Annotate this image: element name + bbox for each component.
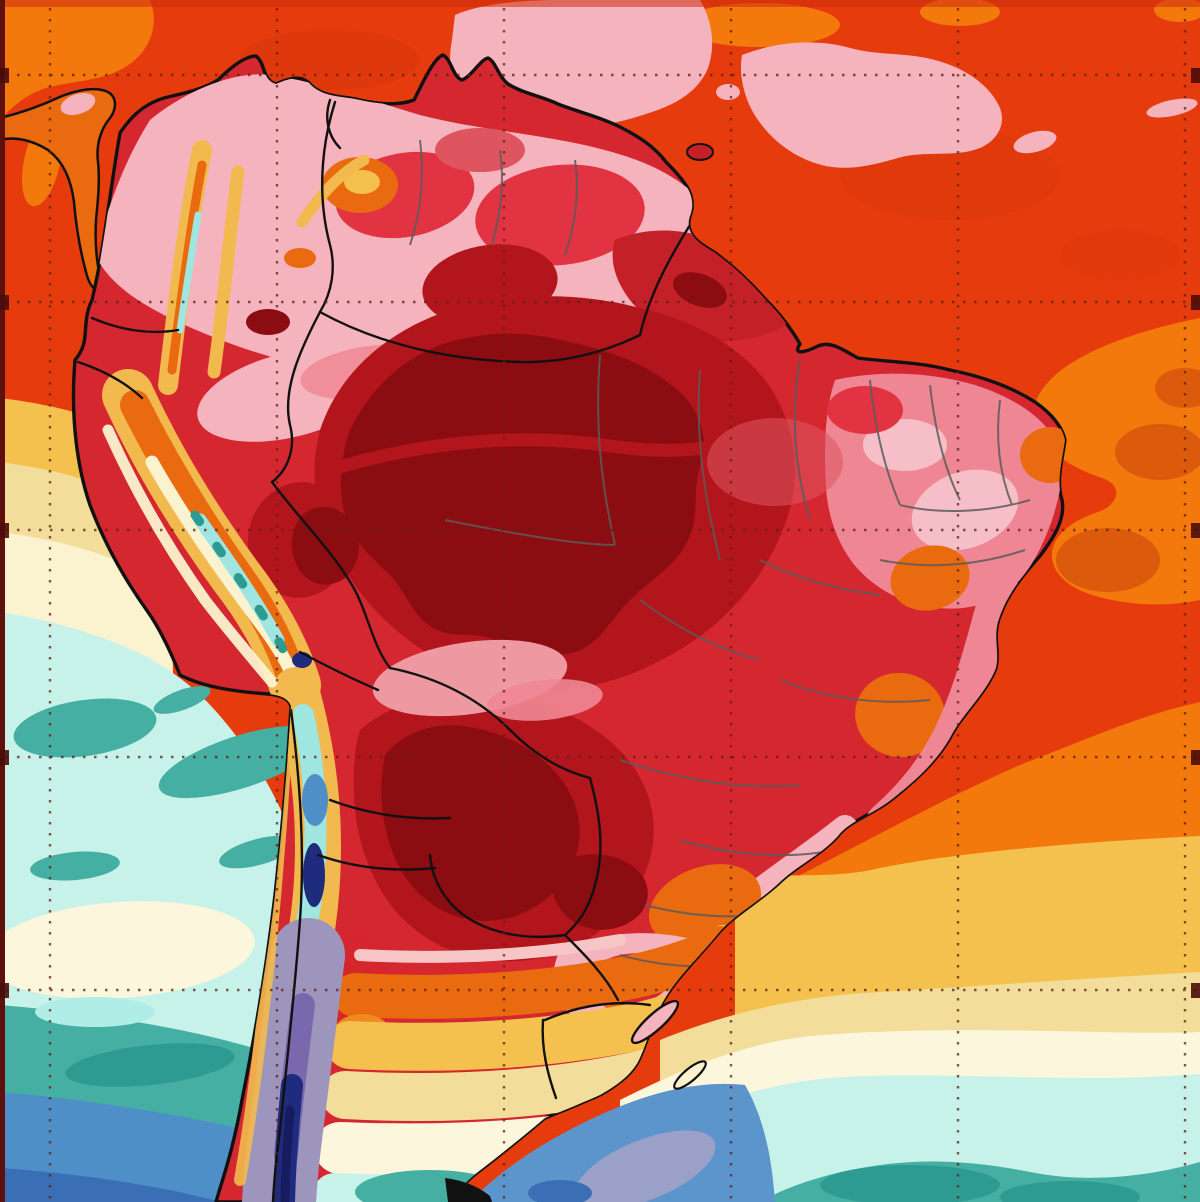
central-america [0, 87, 117, 291]
andes-dark-navy-streak [280, 1105, 295, 1202]
teal-blob [219, 835, 297, 869]
pantanal-rose [487, 679, 603, 721]
sst-wash [1060, 230, 1180, 280]
argentina-orange-band [333, 926, 742, 1019]
andes-gold-north2 [207, 165, 245, 379]
andes-blue-spot [302, 774, 328, 826]
andes-orange-north [167, 160, 207, 375]
amazon-river-corridor [323, 433, 747, 477]
tick-label-fragment-right [1191, 523, 1200, 538]
lagoa-mirim [673, 1060, 707, 1090]
amazon-heat-core [340, 333, 704, 655]
colombia-gold-core [344, 170, 380, 194]
parana-delta [445, 1178, 492, 1202]
trinidad-island [686, 143, 714, 161]
peru-coast-cream [102, 424, 278, 688]
northeast-red-patch [827, 386, 903, 434]
tick-label-fragment-left [0, 750, 9, 765]
state-borders [409, 139, 1031, 968]
tick-label-fragment-left [0, 523, 9, 538]
top-edge-strip [0, 0, 1200, 7]
light-cyan-hole [35, 997, 155, 1027]
northeast-orange-patch [855, 672, 945, 758]
northeast-orange-patch [890, 545, 970, 611]
central-america-pink-tip [60, 92, 96, 116]
venezuela-red-patch [435, 128, 525, 172]
tick-label-fragment-right [1191, 295, 1200, 310]
dark-teal-blob [1000, 1181, 1140, 1202]
teal-blob [158, 725, 322, 799]
mid-blue-region [0, 1168, 222, 1202]
teal-blob [30, 851, 120, 881]
tick-label-fragment-left [0, 68, 9, 83]
estuary-mid-blue [528, 1180, 592, 1202]
sst-patch [680, 3, 840, 47]
dark-teal-blob [65, 1043, 235, 1087]
coastal-details [445, 143, 714, 1202]
dark-teal-blob [820, 1165, 1000, 1202]
tick-label-fragment-right [1191, 983, 1200, 998]
guyana-maroon-spot [673, 272, 727, 308]
ivory-blob [0, 901, 255, 999]
deep-orange-spot [1056, 528, 1160, 592]
sst-wash [240, 30, 420, 90]
andes-cyan-sliver [176, 211, 202, 334]
deep-orange-spot [1155, 368, 1200, 408]
south-atlantic-bands [470, 836, 1200, 1202]
pink-sst-dot [1013, 130, 1057, 154]
lagoa-dos-patos [630, 999, 680, 1045]
tick-label-fragment-right [1191, 750, 1200, 765]
estuary-lavender [574, 1130, 716, 1202]
roraima-dark-patch [422, 244, 558, 326]
tick-label-fragment-right [1191, 68, 1200, 83]
tick-label-fragment-left [0, 295, 9, 310]
pink-sst-mass [740, 42, 1002, 168]
paraguay-heat-core [381, 725, 580, 921]
andes-navy-spot [303, 843, 325, 907]
graticule-gridlines [6, 8, 1200, 1202]
tick-label-fragment-left [0, 983, 9, 998]
argentina-teal-blob [355, 1170, 505, 1202]
pink-sst-dot [716, 84, 740, 100]
central-rose-mottle [707, 418, 843, 506]
venezuela-red-patch [475, 164, 645, 266]
pale-cyan-band [640, 1074, 1200, 1202]
pink-sst-sliver [1146, 98, 1198, 118]
left-edge-stripe [0, 0, 5, 1202]
sst-patch [0, 0, 154, 120]
pale-pink-streak [354, 934, 626, 963]
deep-orange-spot [1115, 424, 1200, 480]
venezuela-andes-gold [296, 154, 370, 228]
core-extension [552, 854, 648, 930]
teal-blob [153, 686, 211, 714]
orange-dot [284, 248, 316, 268]
llanos-maroon-dot [246, 309, 290, 335]
atlantic-pink-sst [450, 0, 1198, 187]
central-america-land [0, 87, 117, 291]
